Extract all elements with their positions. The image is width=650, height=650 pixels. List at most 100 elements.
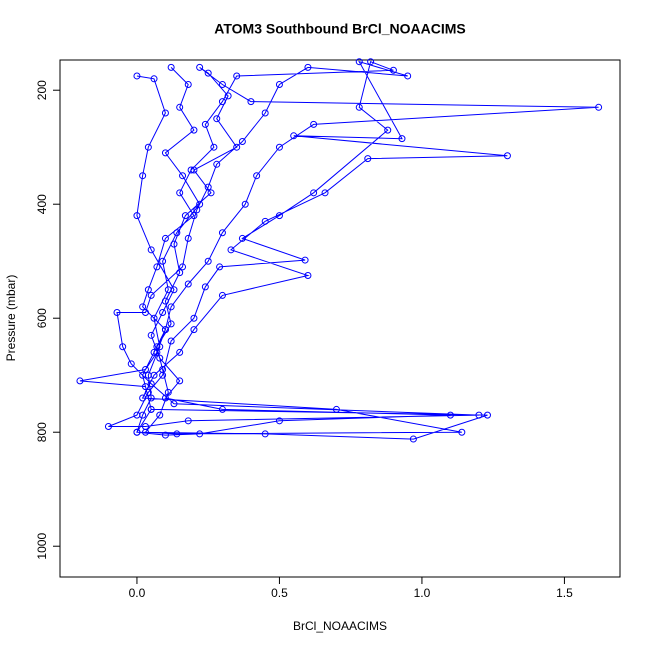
data-point xyxy=(156,411,164,419)
data-point xyxy=(218,81,226,89)
data-point xyxy=(503,152,511,160)
data-point xyxy=(127,360,135,368)
data-point xyxy=(156,354,164,362)
data-point xyxy=(275,81,283,89)
data-point xyxy=(398,135,406,143)
data-point xyxy=(238,234,246,242)
data-point xyxy=(161,109,169,117)
data-point xyxy=(161,149,169,157)
data-point xyxy=(139,303,147,311)
data-point xyxy=(253,172,261,180)
data-point xyxy=(176,269,184,277)
data-point xyxy=(104,423,112,431)
data-point xyxy=(159,309,167,317)
data-point xyxy=(133,72,141,80)
y-tick-label: 200 xyxy=(35,80,49,100)
data-point xyxy=(193,206,201,214)
data-point xyxy=(153,343,161,351)
data-point xyxy=(176,103,184,111)
data-point xyxy=(76,377,84,385)
data-point xyxy=(141,366,149,374)
data-point xyxy=(204,257,212,265)
data-point xyxy=(181,212,189,220)
data-point xyxy=(144,143,152,151)
data-point xyxy=(147,380,155,388)
data-point xyxy=(147,394,155,402)
data-point xyxy=(224,92,232,100)
data-point xyxy=(161,431,169,439)
data-point xyxy=(167,337,175,345)
data-point xyxy=(196,63,204,71)
data-point xyxy=(164,388,172,396)
data-point xyxy=(275,212,283,220)
data-point xyxy=(133,212,141,220)
data-point xyxy=(475,411,483,419)
data-point xyxy=(218,405,226,413)
data-point xyxy=(321,189,329,197)
data-point xyxy=(190,212,198,220)
data-point xyxy=(161,394,169,402)
data-point xyxy=(218,291,226,299)
data-point xyxy=(201,283,209,291)
data-point xyxy=(355,58,363,66)
data-point xyxy=(144,286,152,294)
data-point xyxy=(139,371,147,379)
data-point xyxy=(190,166,198,174)
data-point xyxy=(301,256,309,264)
data-point xyxy=(201,120,209,128)
data-point xyxy=(187,166,195,174)
x-axis-label: BrCl_NOAACIMS xyxy=(293,619,387,633)
data-point xyxy=(213,160,221,168)
data-point xyxy=(133,411,141,419)
data-point xyxy=(304,63,312,71)
data-point xyxy=(170,286,178,294)
data-point xyxy=(595,103,603,111)
data-point xyxy=(173,430,181,438)
data-point xyxy=(190,314,198,322)
data-point xyxy=(233,143,241,151)
data-point xyxy=(147,331,155,339)
data-point xyxy=(196,430,204,438)
data-point xyxy=(133,428,141,436)
data-point xyxy=(156,343,164,351)
data-point xyxy=(364,155,372,163)
data-point xyxy=(150,348,158,356)
data-point xyxy=(159,257,167,265)
data-point xyxy=(210,143,218,151)
data-point xyxy=(161,234,169,242)
data-point xyxy=(446,411,454,419)
data-point xyxy=(184,417,192,425)
data-point xyxy=(159,371,167,379)
data-point xyxy=(304,271,312,279)
data-point xyxy=(367,58,375,66)
y-axis-label: Pressure (mbar) xyxy=(4,275,18,362)
data-point xyxy=(332,405,340,413)
data-point xyxy=(176,377,184,385)
data-point xyxy=(190,126,198,134)
data-point xyxy=(119,343,127,351)
data-point xyxy=(170,240,178,248)
data-point xyxy=(218,98,226,106)
data-point xyxy=(179,172,187,180)
y-tick-label: 800 xyxy=(35,422,49,442)
x-tick-label: 0.5 xyxy=(271,586,288,600)
data-point xyxy=(233,72,241,80)
data-point xyxy=(207,189,215,197)
data-point xyxy=(384,126,392,134)
x-tick-label: 1.5 xyxy=(556,586,573,600)
data-point xyxy=(147,246,155,254)
data-point xyxy=(190,326,198,334)
data-point xyxy=(147,405,155,413)
data-point xyxy=(147,291,155,299)
data-point xyxy=(144,388,152,396)
data-point xyxy=(153,263,161,271)
data-point xyxy=(184,81,192,89)
data-point xyxy=(218,229,226,237)
data-point xyxy=(139,394,147,402)
data-point xyxy=(238,138,246,146)
y-tick-label: 1000 xyxy=(35,533,49,560)
data-point xyxy=(150,75,158,83)
data-point xyxy=(275,143,283,151)
data-point xyxy=(275,417,283,425)
